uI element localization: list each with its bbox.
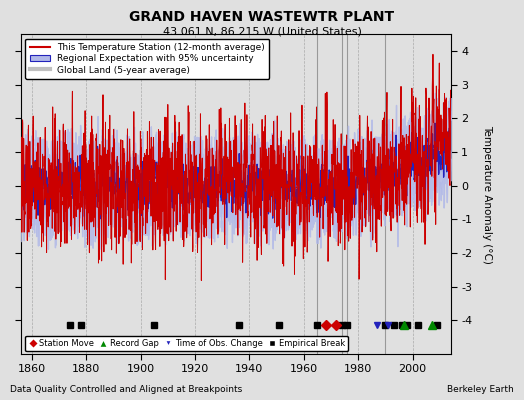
Legend: Station Move, Record Gap, Time of Obs. Change, Empirical Break: Station Move, Record Gap, Time of Obs. C… xyxy=(25,336,348,352)
Text: Data Quality Controlled and Aligned at Breakpoints: Data Quality Controlled and Aligned at B… xyxy=(10,385,243,394)
Text: 43.061 N, 86.215 W (United States): 43.061 N, 86.215 W (United States) xyxy=(162,26,362,36)
Text: GRAND HAVEN WASTEWTR PLANT: GRAND HAVEN WASTEWTR PLANT xyxy=(129,10,395,24)
Text: Berkeley Earth: Berkeley Earth xyxy=(447,385,514,394)
Y-axis label: Temperature Anomaly (°C): Temperature Anomaly (°C) xyxy=(482,124,492,264)
